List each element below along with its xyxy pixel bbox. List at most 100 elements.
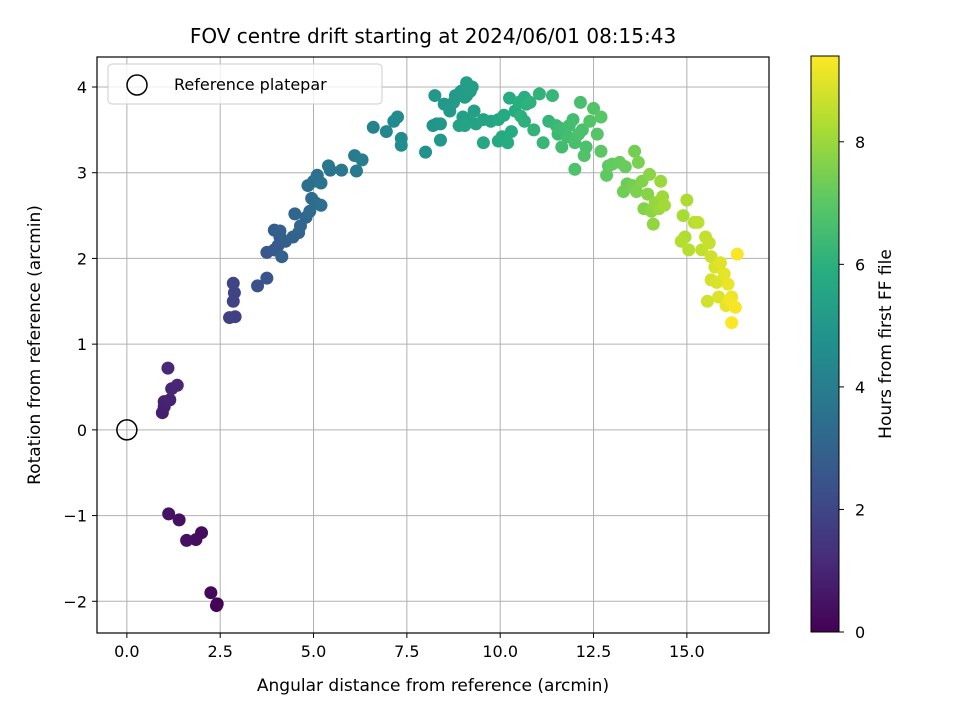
data-point [618,160,632,174]
data-point [476,136,490,150]
data-point [314,176,328,190]
colorbar-tick-label: 0 [855,623,865,642]
data-point [654,174,668,188]
y-tick-label: −1 [63,507,87,526]
data-point [568,162,582,176]
data-point [725,316,739,330]
data-point [587,101,601,115]
data-point [228,310,242,324]
data-point [631,155,645,169]
data-point [594,144,608,158]
data-point [583,114,597,128]
data-point [527,123,541,137]
data-point [227,286,241,300]
data-point [566,113,580,127]
x-tick-label: 0.0 [114,642,139,661]
legend-marker-icon [126,74,148,96]
y-tick-label: 2 [77,249,87,268]
legend: Reference platepar [107,63,383,105]
data-point [629,185,643,199]
data-point [504,125,518,139]
data-point [700,294,714,308]
x-axis-label: Angular distance from reference (arcmin) [257,676,609,696]
y-tick-label: 4 [77,78,87,97]
colorbar: 0 2 4 6 8 Hours from first FF file [810,55,896,642]
y-tick-label: −2 [63,592,87,611]
colorbar-tick-label: 6 [855,255,865,274]
data-point [728,300,742,314]
data-point [172,513,186,527]
data-point [682,243,696,257]
data-point [600,168,614,182]
data-point [710,275,724,289]
data-point [458,119,472,133]
data-point [288,207,302,221]
data-point [170,378,184,392]
data-point [251,279,265,293]
data-point [447,95,461,109]
x-axis-ticks: 0.0 2.5 5.0 7.5 10.0 12.5 15.0 [114,633,705,661]
data-point [691,215,705,229]
data-point [572,127,586,141]
data-point [573,95,587,109]
data-point [594,110,608,124]
data-point [226,276,240,290]
x-tick-label: 7.5 [394,642,419,661]
data-point [335,163,349,177]
legend-entry: Reference platepar [174,75,327,94]
data-point [674,234,688,248]
data-point [616,185,630,199]
colorbar-label: Hours from first FF file [876,249,896,439]
x-tick-label: 2.5 [207,642,232,661]
chart-title: FOV centre drift starting at 2024/06/01 … [190,24,676,48]
data-point [260,271,274,285]
data-point [321,159,335,173]
data-point [545,89,559,103]
data-point [355,153,369,167]
colorbar-ticks: 0 2 4 6 8 [839,133,865,642]
data-point [717,267,731,281]
data-point [189,533,203,547]
data-point [657,198,671,212]
y-tick-label: 3 [77,164,87,183]
data-point [366,120,380,134]
data-point [517,114,531,128]
grid-lines [97,57,769,633]
colorbar-tick-label: 8 [855,133,865,152]
data-point [536,136,550,150]
data-point [460,76,474,90]
reference-platepar-marker [116,419,138,441]
data-point [702,236,716,250]
data-point [730,247,744,261]
data-point [628,144,642,158]
y-axis-label: Rotation from reference (arcmin) [25,205,45,485]
data-point [433,117,447,131]
data-point [532,87,546,101]
data-point [210,597,224,611]
data-point [712,290,726,304]
data-point [394,138,408,152]
data-point [704,250,718,264]
data-point [646,217,660,231]
data-point [162,507,176,521]
colorbar-tick-label: 2 [855,500,865,519]
scatter-points [155,76,744,613]
data-point [501,136,515,150]
data-point [555,140,569,154]
data-point [349,164,363,178]
x-tick-label: 12.5 [576,642,612,661]
data-point [161,361,175,375]
data-point [721,277,735,291]
y-tick-label: 0 [77,421,87,440]
data-point [391,110,405,124]
y-axis-ticks: −2 −1 0 1 2 3 4 [63,78,97,611]
data-point [433,133,447,147]
data-point [275,250,289,264]
data-point [314,198,328,212]
legend-box [107,63,383,105]
data-point [680,193,694,207]
data-point [204,586,218,600]
data-point [577,149,591,163]
colorbar-tick-label: 4 [855,378,865,397]
